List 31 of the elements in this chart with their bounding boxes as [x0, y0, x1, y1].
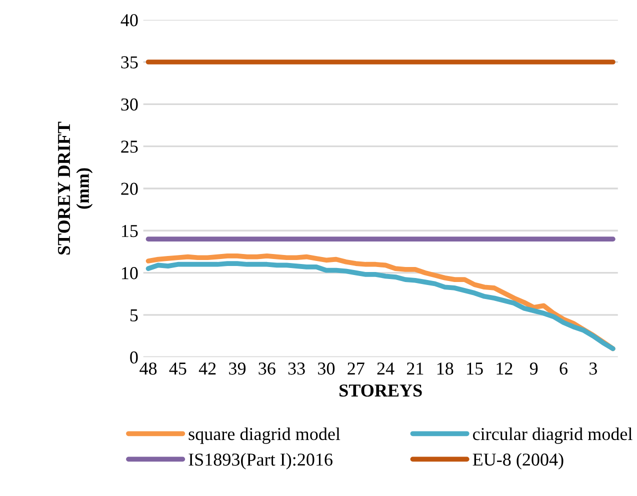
x-tick-label: 27: [348, 362, 364, 375]
y-tick-label: 35: [121, 56, 138, 68]
y-tick-label: 10: [122, 267, 138, 280]
x-tick-label: 36: [258, 362, 276, 375]
x-tick-label: 24: [377, 362, 394, 375]
x-tick-label: 42: [198, 362, 216, 375]
x-tick-label: 45: [169, 362, 186, 375]
y-tick-label: 15: [122, 224, 138, 238]
x-tick-label: 12: [496, 362, 512, 375]
y-axis-title: STOREY DRIFT (mm): [58, 122, 93, 254]
x-tick-label: 15: [467, 362, 483, 375]
legend-label: circular diagrid model: [472, 427, 632, 444]
legend-label: EU-8 (2004): [472, 453, 564, 470]
x-tick-label: 3: [590, 362, 597, 375]
y-tick-label: 5: [130, 309, 138, 322]
y-tick-label: 0: [130, 351, 138, 364]
x-tick-label: 33: [288, 362, 305, 375]
legend-label: IS1893(Part I):2016: [188, 453, 332, 470]
legend-label: square diagrid model: [188, 427, 340, 444]
x-tick-label: 39: [229, 362, 246, 375]
x-tick-label: 48: [140, 362, 157, 375]
x-tick-label: 21: [406, 362, 424, 375]
x-tick-label: 9: [530, 362, 538, 375]
y-tick-label: 20: [121, 182, 138, 195]
x-axis-title: STOREYS: [340, 384, 422, 397]
y-tick-label: 40: [120, 14, 138, 26]
x-tick-label: 6: [560, 362, 568, 375]
x-tick-label: 18: [437, 362, 454, 375]
y-tick-label: 30: [121, 98, 138, 111]
y-tick-label: 25: [121, 140, 138, 153]
x-tick-label: 30: [318, 362, 335, 375]
